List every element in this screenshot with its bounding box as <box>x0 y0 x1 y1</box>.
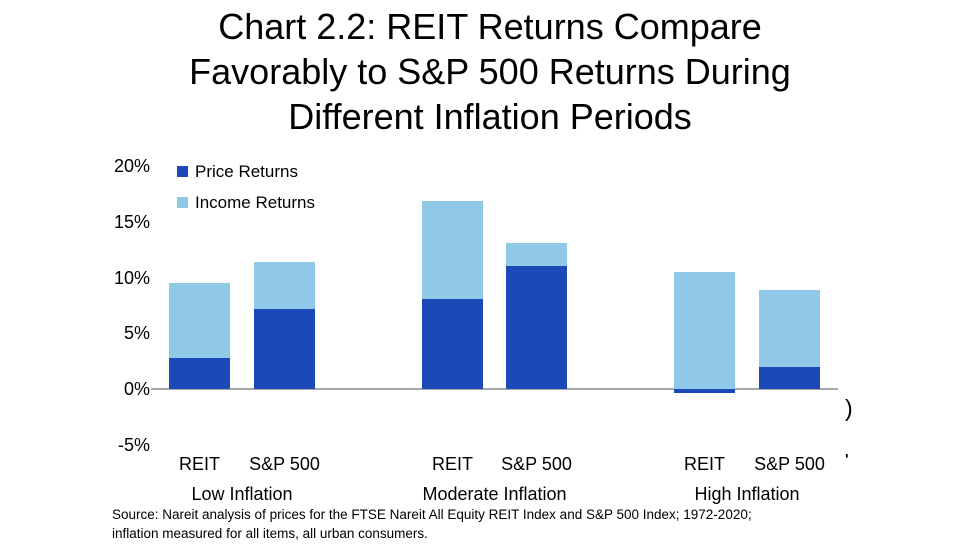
bar-segment-income-returns <box>674 272 735 389</box>
source-line-2: inflation measured for all items, all ur… <box>112 525 428 541</box>
bar-category-label: S&P 500 <box>249 454 320 474</box>
inflation-group-label: Low Inflation <box>191 484 293 504</box>
bar-segment-price-returns <box>254 308 315 389</box>
legend: Price Returns Income Returns <box>177 160 315 222</box>
bar-segment-income-returns <box>422 200 483 299</box>
y-axis-tick-label: 0% <box>123 379 150 399</box>
bar-segment-income-returns <box>169 283 230 358</box>
cropped-glyph-small: ' <box>845 451 849 468</box>
bar-segment-price-returns <box>506 266 567 389</box>
bar-segment-price-returns <box>169 357 230 389</box>
bar-category-label: S&P 500 <box>501 454 572 474</box>
chart-title-line-1: Chart 2.2: REIT Returns Compare <box>218 6 762 47</box>
y-axis-tick-label: 5% <box>123 323 150 344</box>
legend-label-price-returns: Price Returns <box>195 161 298 181</box>
inflation-group-label: Moderate Inflation <box>422 484 567 504</box>
y-axis-tick-label: 10% <box>113 267 150 288</box>
bar-segment-price-returns-negative <box>674 389 735 394</box>
bar-segment-income-returns <box>254 262 315 309</box>
legend-item-price-returns: Price Returns <box>177 160 315 183</box>
y-axis-tick-label: 15% <box>113 211 150 232</box>
bar-category-label: REIT <box>683 454 725 474</box>
cropped-glyph: ) <box>845 395 853 421</box>
income-returns-swatch-icon <box>177 197 188 208</box>
bar-segment-income-returns <box>759 289 820 367</box>
legend-item-income-returns: Income Returns <box>177 191 315 214</box>
bar-category-label: S&P 500 <box>754 454 825 474</box>
x-axis-line <box>151 388 838 390</box>
source-note: Source: Nareit analysis of prices for th… <box>112 506 752 543</box>
bar-category-label: REIT <box>431 454 473 474</box>
bar-segment-income-returns <box>506 243 567 267</box>
price-returns-swatch-icon <box>177 166 188 177</box>
bar-segment-price-returns <box>422 298 483 389</box>
chart-title-line-3: Different Inflation Periods <box>288 96 692 137</box>
bar-segment-price-returns <box>759 366 820 389</box>
legend-label-income-returns: Income Returns <box>195 192 315 212</box>
chart-title: Chart 2.2: REIT Returns Compare Favorabl… <box>0 4 980 139</box>
y-axis-tick-label: -5% <box>117 434 150 455</box>
source-line-1: Source: Nareit analysis of prices for th… <box>112 507 752 522</box>
chart-title-line-2: Favorably to S&P 500 Returns During <box>189 51 791 92</box>
bar-category-label: REIT <box>178 454 220 474</box>
y-axis-tick-label: 20% <box>113 156 150 177</box>
inflation-group-label: High Inflation <box>694 484 800 504</box>
